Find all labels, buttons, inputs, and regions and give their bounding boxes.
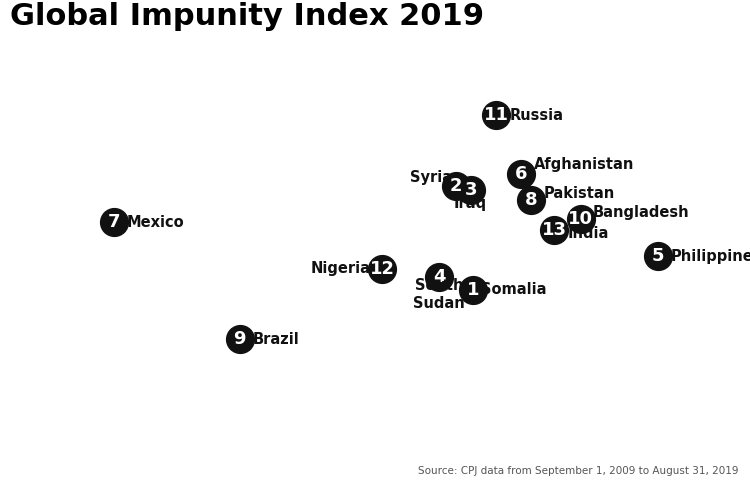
- Text: 1: 1: [466, 281, 479, 299]
- Text: Syria: Syria: [410, 170, 452, 185]
- Text: India: India: [567, 226, 609, 241]
- Text: Pakistan: Pakistan: [543, 186, 614, 201]
- Text: Global Impunity Index 2019: Global Impunity Index 2019: [10, 2, 484, 31]
- Text: 6: 6: [515, 166, 527, 183]
- Text: Russia: Russia: [509, 108, 563, 123]
- Text: 2: 2: [450, 177, 462, 194]
- Text: Bangladesh: Bangladesh: [592, 205, 689, 220]
- Text: Brazil: Brazil: [253, 332, 299, 347]
- Text: 11: 11: [484, 106, 508, 124]
- Text: Philippines: Philippines: [670, 249, 750, 264]
- Text: 9: 9: [233, 330, 246, 348]
- Text: 3: 3: [464, 181, 477, 199]
- Text: Afghanistan: Afghanistan: [533, 157, 634, 172]
- Text: 13: 13: [542, 221, 566, 240]
- Text: 10: 10: [568, 210, 593, 228]
- Text: South
Sudan: South Sudan: [413, 278, 465, 311]
- Text: 4: 4: [433, 268, 445, 286]
- Text: 12: 12: [370, 260, 394, 278]
- Text: Nigeria: Nigeria: [310, 261, 370, 276]
- Text: Source: CPJ data from September 1, 2009 to August 31, 2019: Source: CPJ data from September 1, 2009 …: [419, 466, 739, 476]
- Text: Iraq: Iraq: [454, 196, 488, 211]
- Text: 5: 5: [652, 247, 664, 265]
- Text: 8: 8: [525, 191, 537, 209]
- Text: Mexico: Mexico: [127, 215, 184, 230]
- Text: Somalia: Somalia: [482, 282, 547, 297]
- Text: 7: 7: [107, 214, 120, 231]
